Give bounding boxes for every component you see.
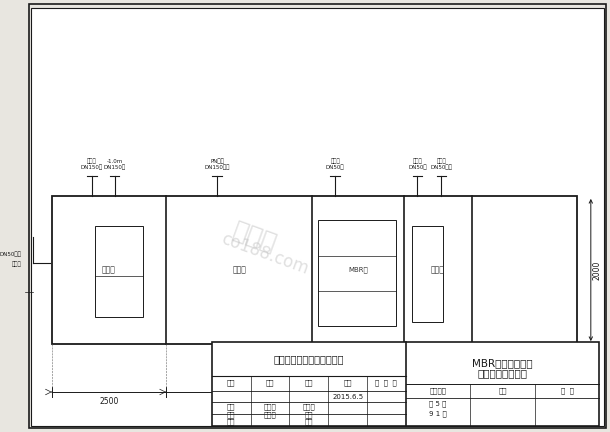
Text: DN50排: DN50排 (358, 367, 376, 373)
Bar (318, 220, 395, 326)
Text: 2300: 2300 (515, 397, 534, 407)
Text: MBR池: MBR池 (348, 267, 368, 273)
Text: 9 1 页: 9 1 页 (429, 410, 447, 416)
Bar (52, 196, 578, 344)
Text: 设计: 设计 (304, 411, 313, 418)
Text: 年  月  日: 年 月 日 (376, 380, 397, 387)
Text: MBR一体化污水处: MBR一体化污水处 (472, 358, 533, 368)
Bar (212, 342, 600, 426)
Text: DN50出水: DN50出水 (431, 165, 453, 170)
Text: 60T/d-MBR一体化污水处理设备: 60T/d-MBR一体化污水处理设备 (231, 410, 314, 419)
Text: 标准化: 标准化 (303, 403, 315, 410)
Text: 阶段标记: 阶段标记 (429, 388, 447, 394)
Text: 污水: 污水 (364, 373, 370, 379)
Text: 污水: 污水 (337, 373, 343, 379)
Text: 审核: 审核 (227, 411, 235, 418)
Text: -1.0m: -1.0m (107, 159, 123, 164)
Text: 调节池: 调节池 (102, 266, 116, 274)
Text: DN150进水: DN150进水 (204, 165, 230, 170)
Text: DN50排: DN50排 (331, 367, 349, 373)
Text: 制图: 制图 (227, 403, 235, 410)
Bar (412, 226, 443, 322)
Text: 2000: 2000 (592, 260, 601, 280)
Text: 调节池: 调节池 (12, 262, 21, 267)
Text: 2500: 2500 (99, 397, 118, 407)
Text: DN150进: DN150进 (81, 165, 103, 170)
Text: 林永薇: 林永薇 (264, 403, 276, 410)
Text: 理设备外形尺寸图: 理设备外形尺寸图 (478, 368, 528, 378)
Text: 清水池: 清水池 (437, 159, 447, 164)
Bar (95, 226, 143, 318)
Text: 清水池: 清水池 (431, 266, 445, 274)
Text: 木在线: 木在线 (230, 218, 281, 256)
Text: 重量: 重量 (498, 388, 507, 394)
Text: DN150气: DN150气 (104, 165, 126, 170)
Text: 标记: 标记 (227, 380, 235, 387)
Text: 工艺: 工艺 (227, 419, 235, 426)
Text: 尺寸: 尺寸 (268, 419, 277, 428)
Text: 共 5 张: 共 5 张 (429, 400, 447, 407)
Text: 调节池: 调节池 (87, 159, 97, 164)
Text: 2015.6.5: 2015.6.5 (332, 394, 363, 400)
Text: 签名: 签名 (343, 380, 352, 387)
Text: 3200: 3200 (229, 397, 249, 407)
Text: DN50排: DN50排 (326, 165, 345, 170)
Text: co188.com: co188.com (218, 230, 311, 278)
Text: 分区: 分区 (304, 380, 313, 387)
Text: 比  例: 比 例 (561, 388, 573, 394)
Text: PN级别: PN级别 (210, 159, 224, 164)
Text: DN50进: DN50进 (408, 165, 427, 170)
Text: 2000: 2000 (348, 397, 368, 407)
Text: 广州源东船舰机电有限公司: 广州源东船舰机电有限公司 (274, 354, 344, 364)
Text: 1500: 1500 (428, 397, 448, 407)
Text: 批准: 批准 (304, 419, 313, 426)
Text: 清水池: 清水池 (412, 159, 422, 164)
Text: 邢孔事: 邢孔事 (264, 411, 276, 418)
Text: 生化池: 生化池 (232, 266, 246, 274)
Text: 处数: 处数 (266, 380, 274, 387)
Text: DN50进水: DN50进水 (0, 252, 21, 257)
Text: 鼓风机: 鼓风机 (330, 159, 340, 164)
